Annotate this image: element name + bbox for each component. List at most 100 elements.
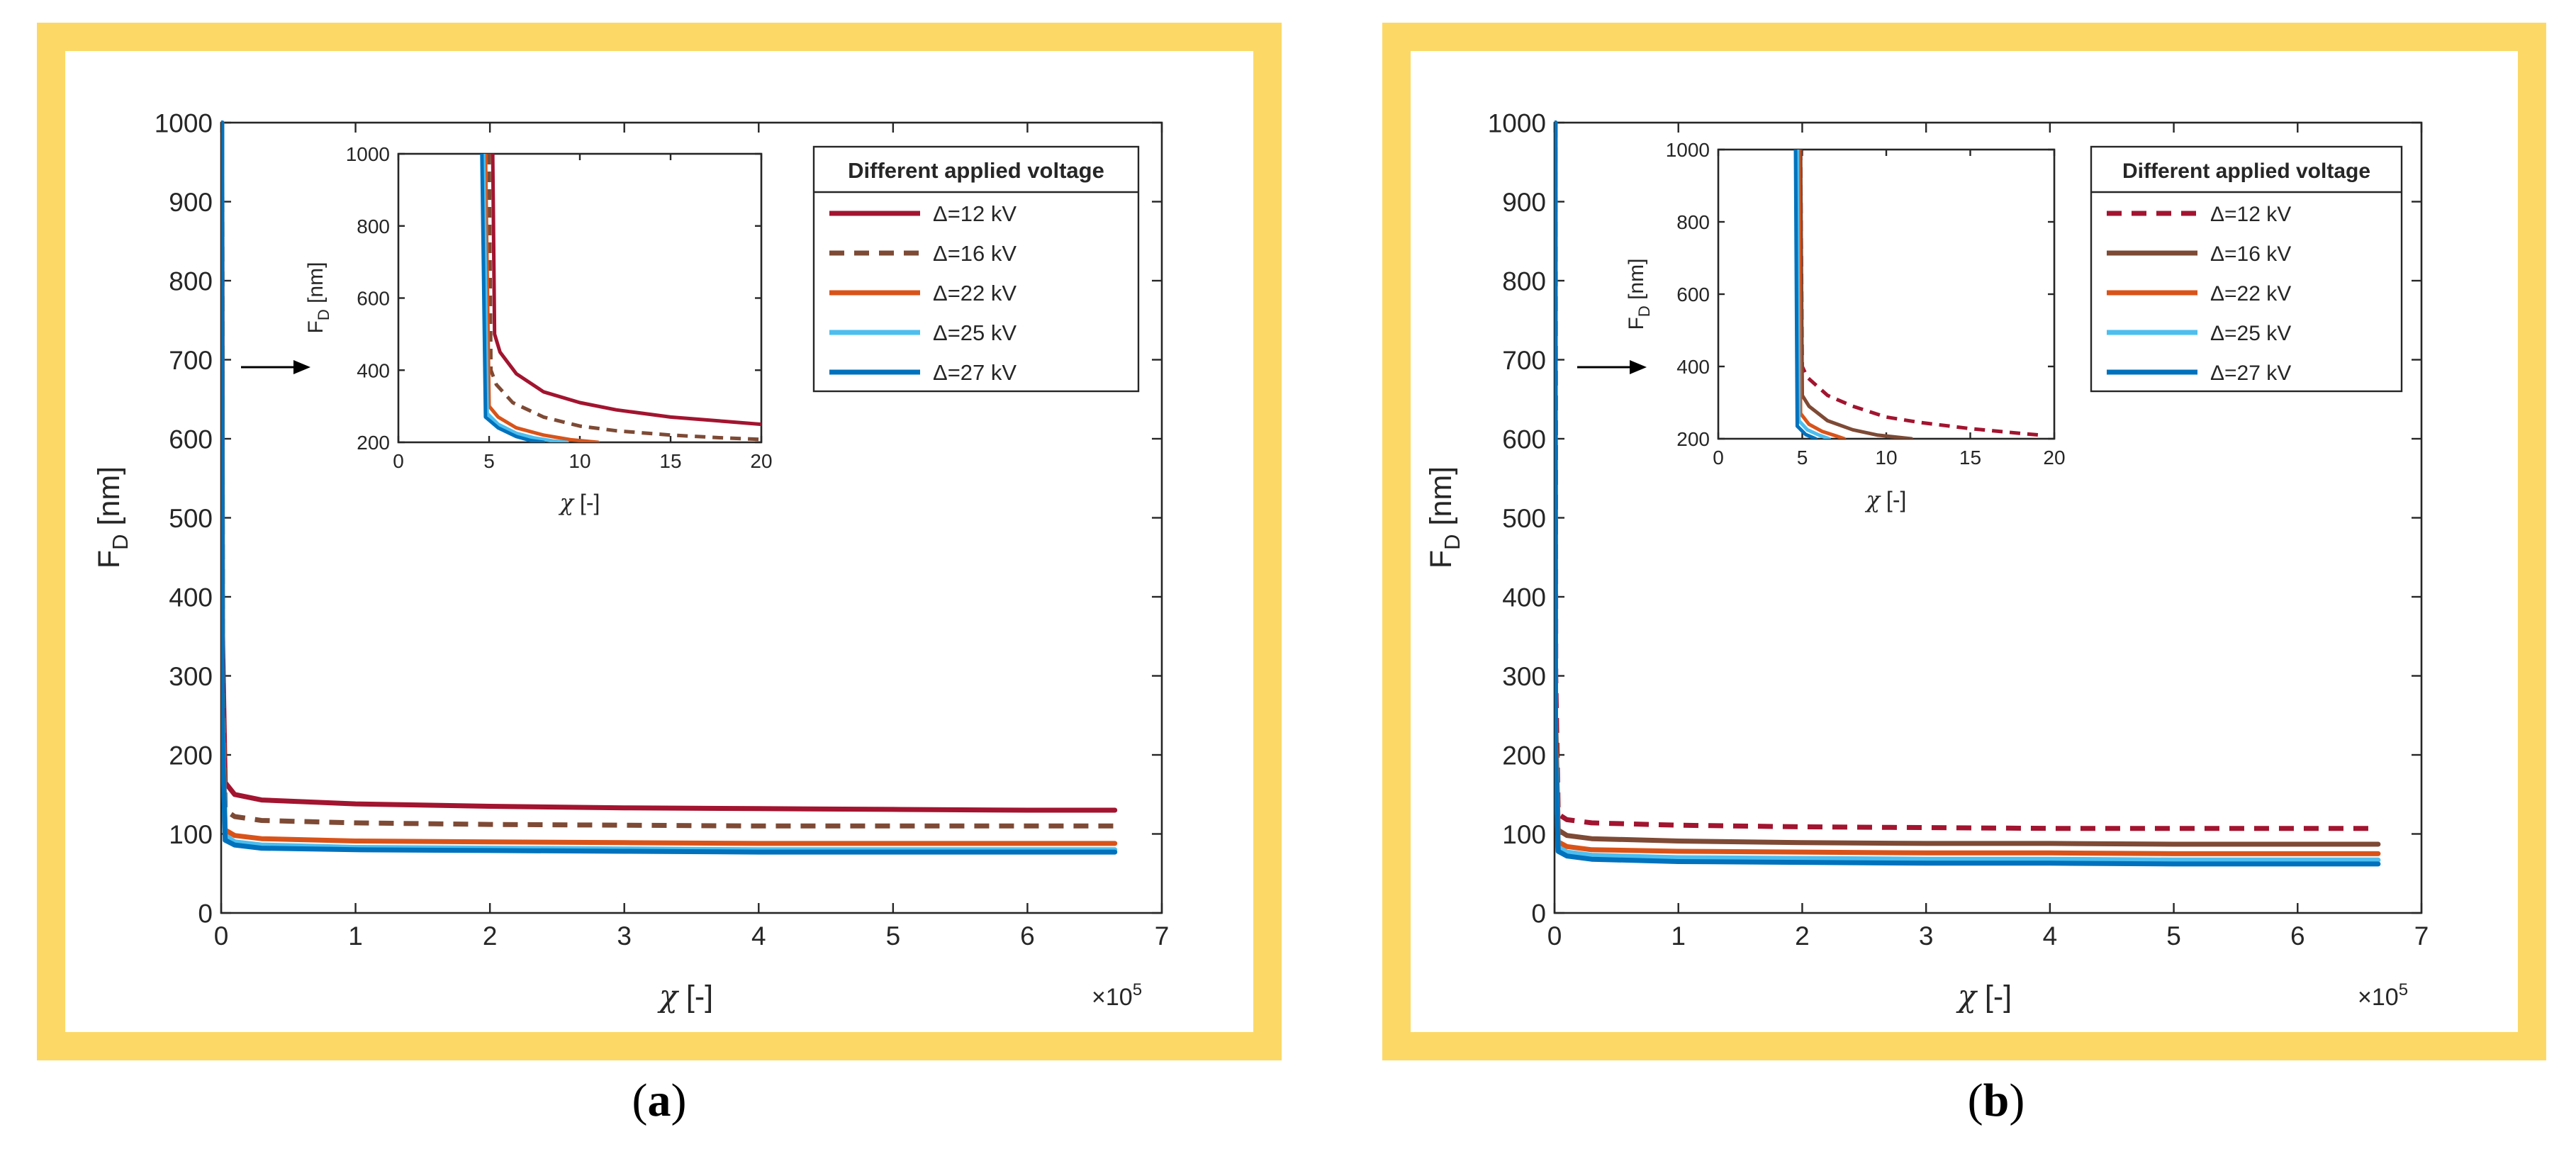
panel-b-series — [1555, 120, 2381, 867]
y-label-unit: [nm] — [1625, 259, 1648, 306]
panel-b-y-tick-label: 400 — [1502, 583, 1546, 612]
panel-a-series — [221, 120, 1118, 855]
x-label-sym: χ — [657, 979, 680, 1014]
panel-a-inset-x-ticks: 0 5 10 15 20 — [393, 154, 773, 472]
legend-entry-label: Δ=16 kV — [933, 241, 1017, 266]
panel-b-inset-x-tick-label: 10 — [1875, 447, 1897, 469]
panel-b-inset-x-tick-label: 15 — [1959, 447, 1981, 469]
panel-a-frame — [37, 23, 1282, 1060]
panel-b-x-ticks: 0 1 2 3 4 5 6 7 — [1547, 123, 2429, 951]
panel-b-x-tick-label: 1 — [1671, 921, 1686, 951]
panel-a-inset-series-line — [481, 154, 569, 442]
panel-b-y-tick-label: 200 — [1502, 741, 1546, 770]
y-label-sub: D — [1440, 534, 1465, 549]
panel-b-inset-series-line — [1798, 150, 1914, 439]
panel-a-inset-y-tick-label: 1000 — [346, 143, 390, 165]
legend-entries: Δ=12 kV Δ=16 kV Δ=22 kV Δ=25 kV Δ=27 kV — [829, 201, 1017, 385]
panel-b-frame — [1382, 23, 2546, 1060]
panel-a-x-axis-label: χ [-] — [657, 979, 713, 1014]
panel-b-series-line — [1555, 120, 2381, 867]
legend-entry-label: Δ=16 kV — [2210, 242, 2291, 266]
panel-a-x-multiplier: ×105 — [1092, 980, 1142, 1011]
panel-a-y-tick-label: 1000 — [155, 108, 213, 138]
panel-b-y-tick-label: 600 — [1502, 425, 1546, 454]
panel-b-inset-y-tick-label: 1000 — [1666, 139, 1710, 161]
x-label-unit: [-] — [1880, 487, 1906, 512]
legend-entry-label: Δ=12 kV — [933, 201, 1017, 226]
y-label-sub: D — [108, 534, 133, 549]
x-multiplier-base: ×10 — [2358, 984, 2399, 1011]
panel-a-y-axis-label: FD [nm] — [92, 466, 133, 568]
x-multiplier-base: ×10 — [1092, 984, 1133, 1011]
panel-b-y-tick-label: 800 — [1502, 267, 1546, 296]
legend-entry-label: Δ=25 kV — [933, 320, 1017, 345]
panel-a-y-tick-label: 700 — [169, 346, 213, 375]
panel-b-inset-y-tick-label: 400 — [1676, 356, 1710, 378]
panel-a-inset-x-tick-label: 20 — [750, 450, 772, 472]
x-label-unit: [-] — [678, 980, 713, 1014]
legend-entry-label: Δ=25 kV — [2210, 322, 2291, 345]
panel-a-y-tick-label: 0 — [198, 899, 213, 928]
panel-b-inset-series — [1793, 150, 2042, 439]
panel-b-inset-plot-area — [1717, 148, 2056, 440]
panel-a-inset-arrow — [241, 360, 310, 374]
panel-a-inset-series-line — [487, 154, 761, 442]
legend-entry-label: Δ=27 kV — [933, 360, 1017, 385]
panel-a-x-tick-label: 0 — [214, 921, 229, 951]
panel-b-inset-y-tick-label: 200 — [1676, 428, 1710, 450]
x-multiplier-exp: 5 — [2399, 980, 2408, 999]
panel-a-x-tick-label: 3 — [617, 921, 632, 951]
panel-b-inset-y-tick-label: 600 — [1676, 284, 1710, 306]
panel-b-y-tick-label: 300 — [1502, 662, 1546, 691]
y-label-base: F — [1625, 317, 1648, 330]
panel-b-inset-x-tick-label: 5 — [1797, 447, 1808, 469]
panel-b-inset-y-ticks: 200 400 600 800 1000 — [1666, 139, 2054, 450]
panel-a-x-tick-label: 1 — [348, 921, 363, 951]
panel-b-inset-x-tick-label: 0 — [1713, 447, 1724, 469]
panel-a-inset-series-line — [491, 154, 761, 427]
x-label-sym: χ — [1956, 979, 1978, 1014]
panel-b-inset-arrow — [1577, 360, 1647, 374]
panel-b-y-axis-label: FD [nm] — [1424, 466, 1465, 568]
legend-entries: Δ=12 kV Δ=16 kV Δ=22 kV Δ=25 kV Δ=27 kV — [2107, 203, 2291, 385]
panel-b-inset-x-ticks: 0 5 10 15 20 — [1713, 150, 2066, 469]
y-label-unit: [nm] — [92, 466, 126, 534]
panel-b-y-tick-label: 0 — [1531, 899, 1546, 928]
legend-entry-label: Δ=12 kV — [2210, 203, 2291, 226]
panel-a-inset-y-tick-label: 400 — [357, 359, 390, 381]
panel-b-inset-y-axis-label: FD [nm] — [1625, 259, 1653, 330]
panel-b-y-tick-label: 500 — [1502, 504, 1546, 533]
legend-entry-label: Δ=22 kV — [2210, 282, 2291, 306]
panel-a-y-tick-label: 600 — [169, 425, 213, 454]
panel-a-series-line — [221, 120, 1118, 855]
panel-a-inset-x-axis-label: χ [-] — [559, 489, 600, 516]
panel-b-x-multiplier: ×105 — [2358, 980, 2408, 1011]
panel-b-x-tick-label: 5 — [2166, 921, 2181, 951]
panel-a-y-tick-label: 900 — [169, 188, 213, 217]
panel-a-x-tick-label: 7 — [1155, 921, 1170, 951]
legend-entry-label: Δ=27 kV — [2210, 361, 2291, 385]
y-label-base: F — [1424, 550, 1458, 568]
panel-a-y-tick-label: 100 — [169, 820, 213, 849]
panel-a-label: (a) — [632, 1075, 687, 1126]
panel-b-inset-x-tick-label: 20 — [2043, 447, 2065, 469]
panel-a-inset-x-tick-label: 15 — [659, 450, 681, 472]
panel-a-y-tick-label: 500 — [169, 504, 213, 533]
panel-b-y-tick-label: 900 — [1502, 188, 1546, 217]
panel-a-x-tick-label: 4 — [751, 921, 766, 951]
panel-a-y-tick-label: 400 — [169, 583, 213, 612]
legend-entry-label: Δ=22 kV — [933, 281, 1017, 306]
panel-a-inset-y-tick-label: 600 — [357, 288, 390, 310]
y-label-base: F — [304, 320, 327, 333]
y-label-unit: [nm] — [1424, 466, 1458, 534]
panel-a-inset-y-tick-label: 800 — [357, 215, 390, 237]
panel-b-inset-y-tick-label: 800 — [1676, 211, 1710, 233]
panel-a-x-ticks: 0 1 2 3 4 5 6 7 — [214, 123, 1170, 951]
panel-a-y-tick-label: 800 — [169, 267, 213, 296]
panel-a-legend: Different applied voltage Δ=12 kV Δ=16 kV… — [812, 145, 1140, 393]
panel-b-y-tick-label: 1000 — [1488, 108, 1546, 138]
panel-b-x-tick-label: 0 — [1547, 921, 1562, 951]
panel-a-inset-series-line — [483, 154, 600, 442]
